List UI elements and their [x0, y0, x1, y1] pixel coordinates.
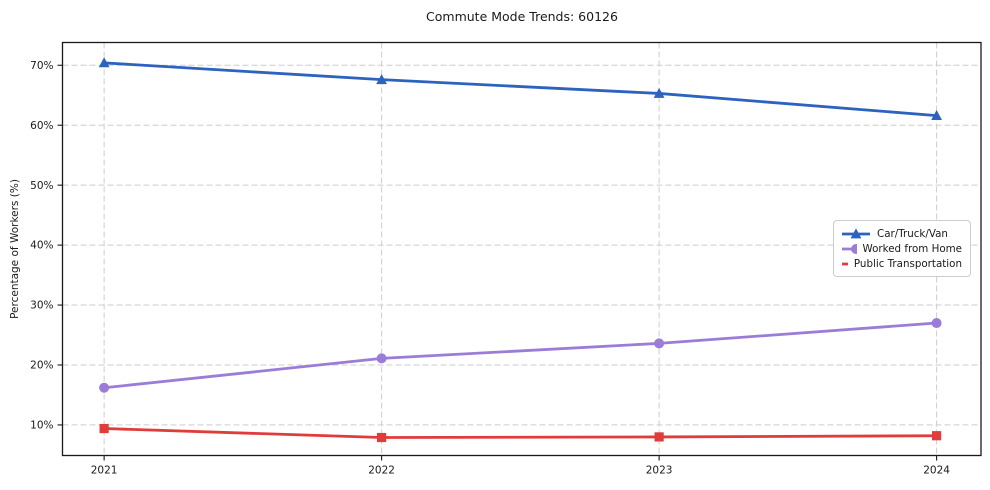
series-car-truck-van — [98, 57, 943, 121]
y-tick-label: 10% — [30, 420, 53, 432]
marker-worked-from-home — [376, 353, 387, 364]
y-tick-label: 70% — [30, 60, 53, 72]
marker-public-transportation — [932, 431, 942, 441]
y-tick-label: 20% — [30, 360, 53, 372]
y-tick-label: 50% — [30, 180, 53, 192]
x-tick-label: 2021 — [91, 465, 118, 477]
y-tick-label: 40% — [30, 240, 53, 252]
legend-entry-worked-from-home: Worked from Home — [841, 241, 962, 256]
legend-square-icon — [842, 262, 848, 265]
legend-label: Car/Truck/Van — [877, 227, 948, 240]
legend-entry-car-truck-van: Car/Truck/Van — [841, 226, 962, 241]
y-tick-label: 60% — [30, 120, 53, 132]
marker-worked-from-home — [931, 318, 942, 329]
marker-public-transportation — [99, 423, 109, 434]
x-tick-label: 2023 — [646, 465, 673, 477]
marker-car-truck-van — [376, 74, 388, 85]
marker-worked-from-home — [654, 338, 665, 349]
legend-marker-car-truck-van — [850, 227, 862, 238]
marker-public-transportation — [377, 432, 387, 443]
x-tick-label: 2022 — [368, 465, 395, 477]
marker-car-truck-van — [653, 87, 665, 98]
series-line-car-truck-van — [102, 61, 939, 118]
x-tick-label: 2024 — [923, 465, 950, 477]
series-worked-from-home — [99, 318, 942, 393]
marker-car-truck-van — [98, 57, 110, 68]
legend-triangle-icon — [842, 227, 870, 238]
legend-label: Worked from Home — [862, 242, 963, 255]
y-tick-label: 30% — [30, 300, 53, 312]
marker-worked-from-home — [99, 382, 110, 393]
legend-marker-worked-from-home — [851, 243, 857, 254]
marker-car-truck-van — [931, 110, 943, 121]
axes-frame — [61, 41, 982, 457]
legend-label: Public Transportation — [853, 257, 962, 270]
legend-entry-public-transportation: Public Transportation — [841, 256, 962, 271]
series-line-worked-from-home — [102, 321, 939, 390]
marker-public-transportation — [654, 432, 664, 442]
series-line-public-transportation — [102, 427, 939, 439]
legend: Car/Truck/Van Worked from Home Public Tran… — [833, 220, 971, 277]
legend-circle-icon — [842, 243, 857, 254]
chart-title: Commute Mode Trends: 60126 — [426, 9, 618, 24]
series-public-transportation — [99, 423, 942, 443]
